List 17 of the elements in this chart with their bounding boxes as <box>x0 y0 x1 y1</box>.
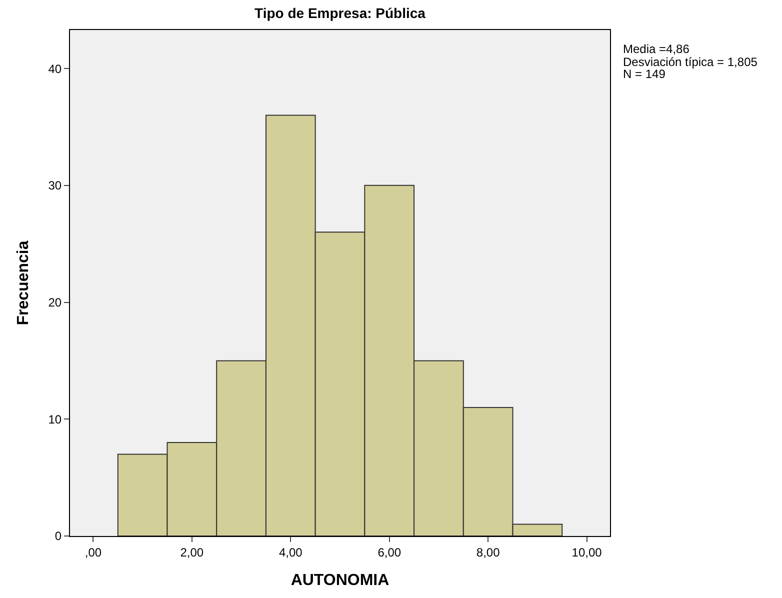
x-tick-label: ,00 <box>84 545 102 560</box>
text: Media =4,86 <box>623 42 690 56</box>
y-tick-label: 0 <box>54 529 62 544</box>
y-axis-title: Frecuencia <box>15 240 32 326</box>
x-axis-title: AUTONOMIA <box>290 572 390 590</box>
x-tick-label: 2,00 <box>180 545 204 560</box>
text: Desviación típica = 1,805 <box>623 55 758 69</box>
y-tick-label: 40 <box>48 62 62 76</box>
y-tick-label: 30 <box>48 178 62 193</box>
x-tick-label: 4,00 <box>278 545 303 560</box>
y-tick-label: 20 <box>48 295 62 310</box>
text: N = 149 <box>623 67 666 81</box>
x-tick-label: 6,00 <box>378 545 402 560</box>
x-tick-label: 10,00 <box>572 545 602 560</box>
x-tick-label: 8,00 <box>476 545 500 560</box>
y-tick-label: 10 <box>48 412 62 426</box>
chart-title: Tipo de Empresa: Pública <box>254 4 426 21</box>
